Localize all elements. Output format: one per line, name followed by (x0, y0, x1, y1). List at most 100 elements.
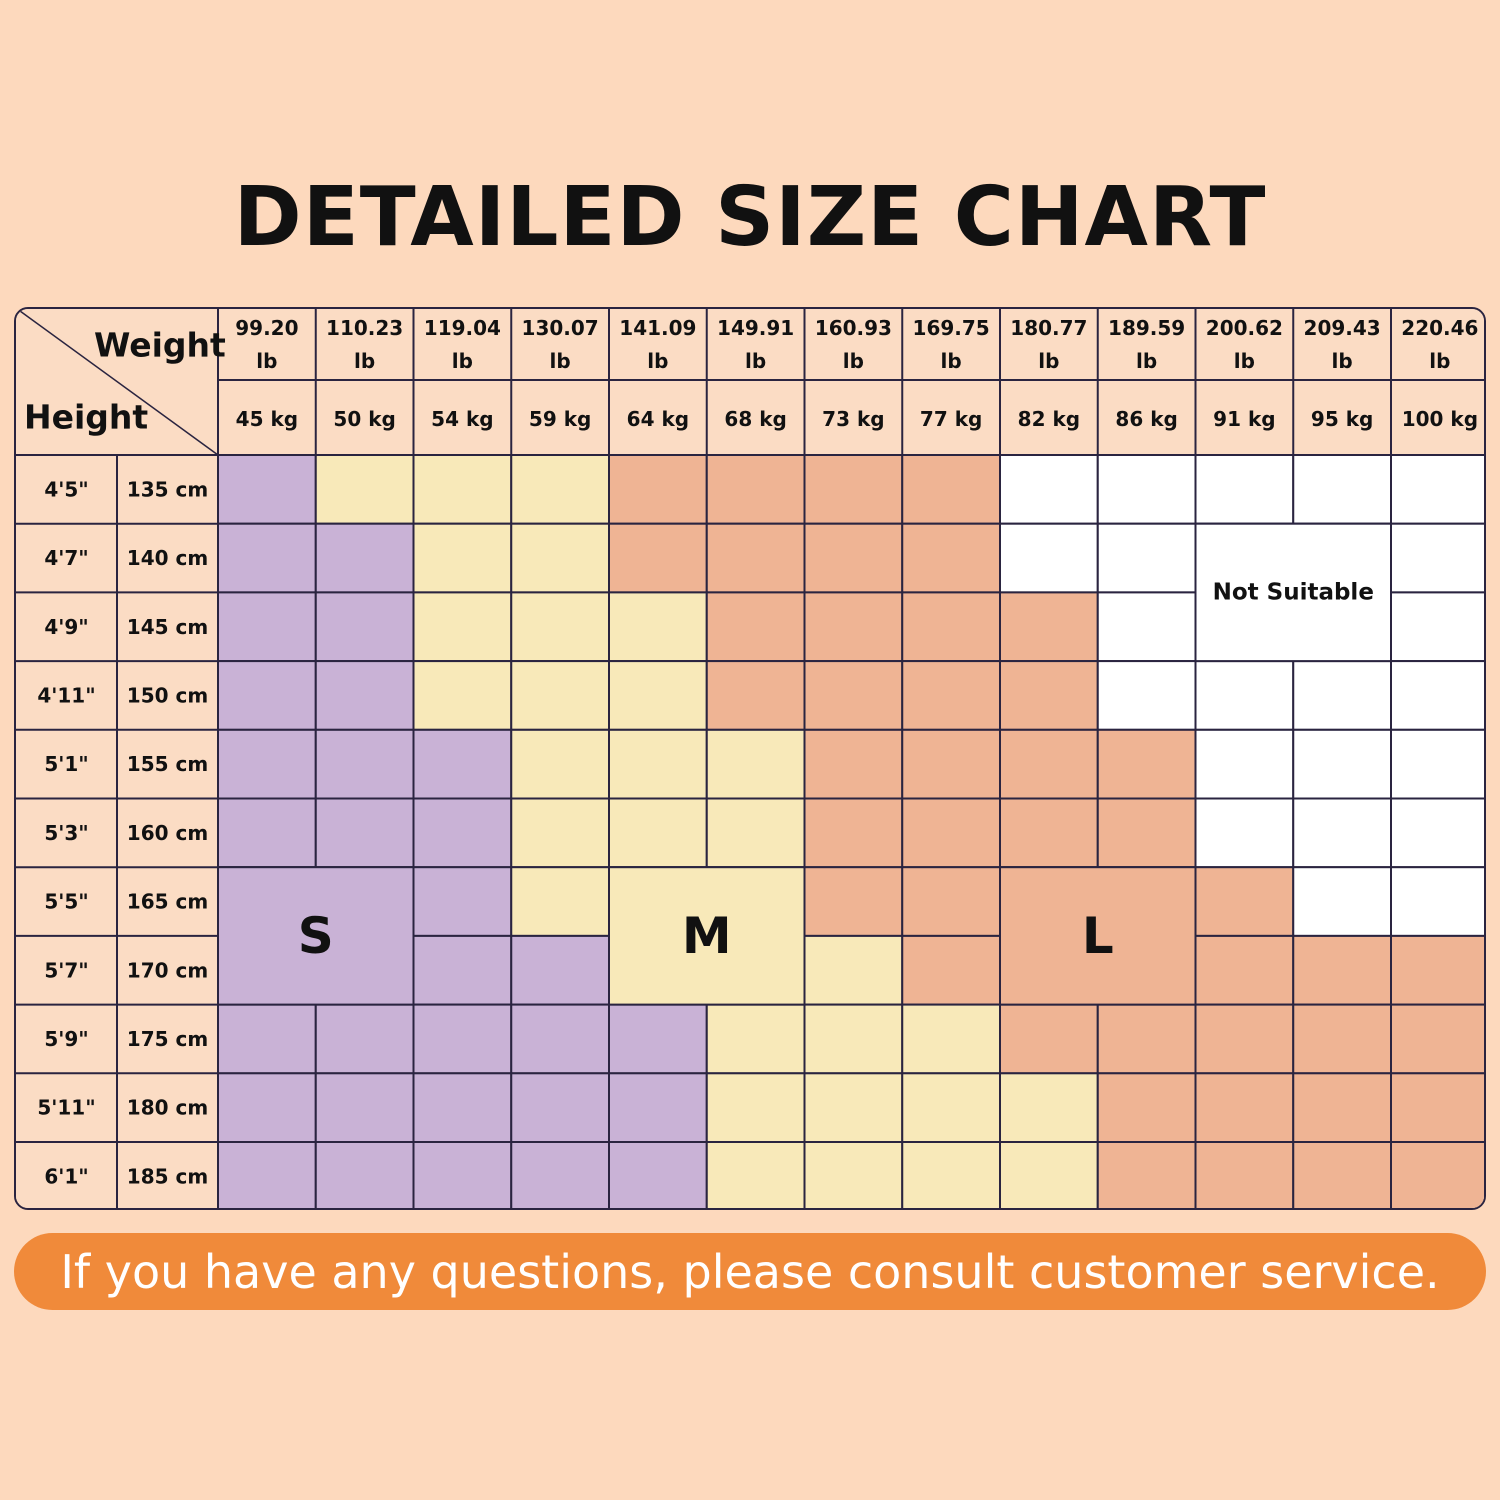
size-cell-M (510, 522, 610, 594)
size-cell-S (217, 591, 317, 663)
size-cell-L (1194, 866, 1295, 937)
size-cell-S (412, 797, 513, 869)
size-cell-L (803, 797, 904, 869)
size-cell-S (412, 1072, 513, 1143)
size-cell-M (901, 1003, 1001, 1075)
size-cell-S (217, 1141, 317, 1208)
size-cell-N (1390, 522, 1484, 594)
size-cell-S (217, 454, 317, 525)
merged-block-S (217, 866, 415, 1006)
size-cell-M (608, 591, 708, 663)
size-cell-L (999, 728, 1099, 800)
size-cell-N (999, 454, 1099, 525)
weight-lb-label: 169.75 (913, 316, 990, 340)
weight-kg-label: 68 kg (724, 407, 786, 431)
size-cell-M (608, 797, 708, 869)
weight-lb-unit: lb (647, 349, 668, 373)
size-cell-N (1194, 728, 1295, 800)
size-cell-N (1096, 522, 1197, 594)
weight-lb-label: 149.91 (717, 316, 794, 340)
height-cm-label: 175 cm (127, 1027, 208, 1051)
size-cell-N (1292, 797, 1392, 869)
weight-kg-label: 82 kg (1018, 407, 1080, 431)
size-label-M: M (682, 907, 732, 965)
size-cell-L (901, 454, 1001, 525)
size-cell-L (803, 728, 904, 800)
weight-lb-unit: lb (354, 349, 375, 373)
size-cell-S (412, 1141, 513, 1208)
size-cell-L (1096, 1003, 1197, 1075)
size-label-L: L (1082, 907, 1114, 965)
size-cell-S (217, 522, 317, 594)
weight-kg-label: 95 kg (1311, 407, 1373, 431)
size-cell-S (314, 591, 415, 663)
weight-lb-unit: lb (745, 349, 766, 373)
size-cell-S (608, 1003, 708, 1075)
size-cell-L (803, 522, 904, 594)
height-ft-label: 5'1" (44, 752, 88, 776)
size-cell-M (803, 1141, 904, 1208)
size-cell-S (608, 1072, 708, 1143)
size-cell-N (1194, 454, 1295, 525)
size-cell-S (217, 728, 317, 800)
size-cell-L (1292, 1072, 1392, 1143)
size-cell-L (705, 660, 806, 731)
size-cell-M (412, 660, 513, 731)
size-cell-M (705, 1003, 806, 1075)
size-cell-L (1390, 1141, 1484, 1208)
size-cell-S (412, 1003, 513, 1075)
size-cell-M (803, 934, 904, 1006)
size-cell-L (705, 522, 806, 594)
height-cm-label: 185 cm (127, 1164, 208, 1188)
size-cell-M (999, 1072, 1099, 1143)
size-cell-M (803, 1003, 904, 1075)
weight-lb-unit: lb (1429, 349, 1450, 373)
size-cell-N (1194, 797, 1295, 869)
size-chart-table: Weight Height 99.20 lb 45 kg 110.23 lb 50 kg 119… (14, 307, 1486, 1210)
weight-lb-unit: lb (1332, 349, 1353, 373)
size-cell-L (803, 591, 904, 663)
weight-lb-label: 200.62 (1206, 316, 1283, 340)
size-cell-L (1194, 1072, 1295, 1143)
weight-lb-label: 160.93 (815, 316, 892, 340)
height-cm-label: 135 cm (127, 477, 208, 501)
size-cell-M (510, 728, 610, 800)
weight-kg-label: 73 kg (822, 407, 884, 431)
size-cell-M (608, 660, 708, 731)
weight-lb-label: 189.59 (1108, 316, 1185, 340)
merged-block-L (999, 866, 1197, 1006)
size-cell-L (1096, 1141, 1197, 1208)
height-ft-label: 5'5" (44, 890, 88, 914)
size-cell-M (608, 728, 708, 800)
size-cell-L (901, 728, 1001, 800)
weight-lb-unit: lb (1136, 349, 1157, 373)
size-cell-S (314, 1003, 415, 1075)
size-cell-S (314, 728, 415, 800)
size-cell-S (608, 1141, 708, 1208)
size-cell-L (1390, 1003, 1484, 1075)
height-ft-label: 5'9" (44, 1027, 88, 1051)
size-cell-S (510, 1141, 610, 1208)
merged-block-N (1194, 522, 1392, 663)
size-cell-L (803, 660, 904, 731)
size-cell-N (1390, 591, 1484, 663)
height-ft-label: 4'7" (44, 546, 88, 570)
weight-lb-unit: lb (1234, 349, 1255, 373)
weight-lb-unit: lb (256, 349, 277, 373)
size-cell-L (608, 522, 708, 594)
size-cell-M (705, 797, 806, 869)
size-cell-L (999, 1003, 1099, 1075)
size-cell-L (999, 591, 1099, 663)
size-cell-S (412, 866, 513, 937)
size-cell-L (1292, 1141, 1392, 1208)
size-cell-L (1390, 934, 1484, 1006)
size-cell-M (901, 1072, 1001, 1143)
size-cell-M (510, 797, 610, 869)
weight-kg-label: 59 kg (529, 407, 591, 431)
size-cell-L (901, 866, 1001, 937)
size-cell-L (901, 797, 1001, 869)
size-cell-S (217, 797, 317, 869)
size-cell-L (1292, 934, 1392, 1006)
height-cm-label: 155 cm (127, 752, 208, 776)
height-cm-label: 180 cm (127, 1096, 208, 1120)
